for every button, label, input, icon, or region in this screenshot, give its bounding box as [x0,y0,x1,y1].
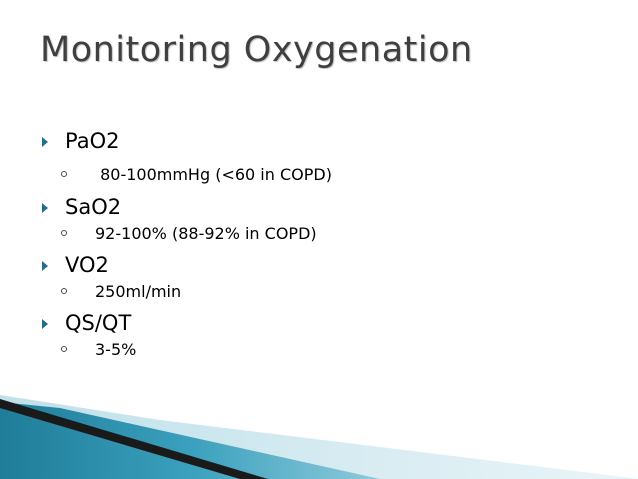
bullet-label: QS/QT [65,311,132,335]
bullet-label: PaO2 [65,129,120,153]
triangle-bullet-icon [42,261,48,271]
bullet-label: SaO2 [65,195,122,219]
circle-bullet-icon [61,288,67,294]
circle-bullet-icon [61,346,67,352]
circle-bullet-icon [61,171,67,177]
bullet-label: VO2 [65,253,109,277]
triangle-bullet-icon [42,319,48,329]
slide-title: Monitoring Oxygenation [40,30,473,70]
triangle-bullet-icon [42,137,48,147]
circle-bullet-icon [61,230,67,236]
triangle-bullet-icon [42,203,48,213]
corner-dark-stripe [0,399,268,479]
sub-bullet-text: 80-100mmHg (<60 in COPD) [95,165,332,184]
corner-teal-band [0,402,380,479]
sub-bullet-text: 250ml/min [95,282,182,301]
sub-bullet-text: 3-5% [95,340,137,359]
sub-bullet-text: 92-100% (88-92% in COPD) [95,224,317,243]
